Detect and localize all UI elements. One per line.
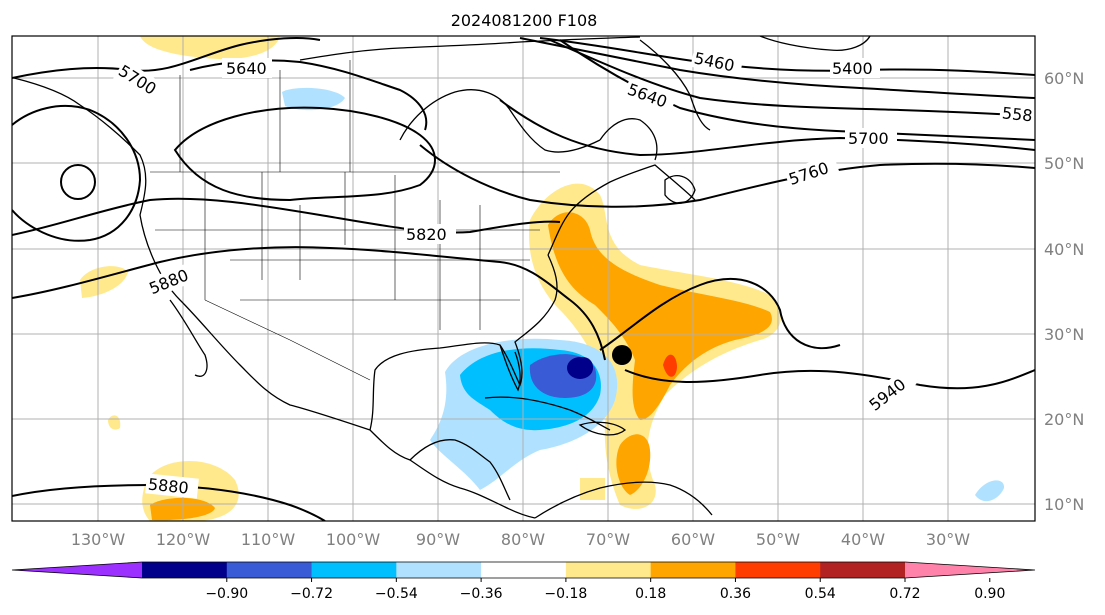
coast-arctic (299, 36, 641, 61)
black-dot-marker (612, 345, 632, 365)
navy-dot-marker (573, 357, 593, 377)
colorbar-tick-label: −0.90 (205, 586, 248, 602)
lon-label: 110°W (241, 530, 296, 549)
lat-label: 40°N (1044, 240, 1084, 259)
lat-label: 30°N (1044, 325, 1084, 344)
coast-baja (169, 299, 208, 377)
contour-5580 (549, 39, 1035, 117)
coast-central-america (409, 439, 511, 501)
colorbar-bin (311, 562, 397, 578)
contour-5400 (539, 37, 1035, 76)
shade-yellow-alaska (140, 36, 280, 60)
coast-gulf (369, 254, 558, 431)
contour-5940 (624, 369, 1035, 390)
lat-label: 20°N (1044, 410, 1084, 429)
coast-labrador (599, 118, 658, 161)
colorbar-bin (396, 562, 482, 578)
colorbar-tick-label: −0.18 (544, 586, 587, 602)
contour-label: 5700 (848, 129, 889, 148)
map-panel: 5640 5700 5460 5640 5400 558 5700 5760 5… (11, 35, 1036, 522)
contour-5880-west (12, 246, 606, 361)
contour-5880-south (12, 483, 326, 521)
colorbar-tick-label: −0.54 (375, 586, 418, 602)
lat-label: 10°N (1044, 495, 1084, 514)
colorbar-bin (226, 562, 313, 578)
colorbar-tick-label: 0.18 (635, 586, 666, 602)
colorbar-tick-label: 0.54 (805, 586, 836, 602)
colorbar-tick-label: −0.72 (290, 586, 333, 602)
longitude-labels: 130°W 120°W 110°W 100°W 90°W 80°W 70°W 6… (71, 530, 970, 549)
colorbar-bin (565, 562, 652, 578)
coast-hudson (399, 89, 601, 153)
coast-florida (499, 344, 521, 392)
lon-label: 120°W (156, 530, 211, 549)
coast-east (547, 164, 696, 256)
gridlines (12, 36, 1035, 521)
shade-orange (548, 212, 772, 420)
contour-5760 (419, 144, 1035, 208)
lon-label: 60°W (671, 530, 715, 549)
lon-label: 50°W (756, 530, 800, 549)
contour-label: 5880 (147, 475, 189, 498)
shade-orange-south (616, 434, 651, 495)
lat-label: 50°N (1044, 154, 1084, 173)
colorbar-bin (481, 562, 567, 578)
contour-5820 (12, 197, 561, 236)
contour-label: 5400 (832, 59, 873, 78)
contour-label: 5640 (226, 59, 267, 78)
contour-label: 5820 (406, 225, 447, 244)
lat-label: 60°N (1044, 69, 1084, 88)
colorbar-extend-low (12, 562, 142, 578)
lon-label: 30°W (926, 530, 970, 549)
lon-label: 40°W (841, 530, 885, 549)
colorbar-tick-label: 0.90 (974, 586, 1005, 602)
contour-5640-east (559, 39, 1035, 141)
lon-label: 130°W (71, 530, 126, 549)
shade-lightblue-canada (282, 87, 345, 111)
lon-label: 100°W (326, 530, 381, 549)
colorbar-tick-label: 0.36 (720, 586, 751, 602)
colorbar-bin (650, 562, 736, 578)
shade-lightblue-atlantic (975, 480, 1005, 502)
figure-title: 2024081200 F108 (451, 11, 598, 30)
colorbar-extend-high (905, 562, 1035, 578)
contour-ring-pacific (12, 104, 142, 242)
height-contours (12, 36, 1035, 521)
contour-5460 (519, 37, 1035, 99)
colorbar-tick-label: 0.72 (889, 586, 920, 602)
colorbar-tick-label: −0.36 (460, 586, 503, 602)
latitude-labels: 60°N 50°N 40°N 30°N 20°N 10°N (1044, 69, 1084, 514)
shade-red (663, 354, 677, 377)
coast-hispaniola (578, 421, 627, 436)
coast-south-america (534, 481, 713, 519)
map-frame (11, 35, 1036, 522)
contour-small-ring (60, 164, 96, 200)
coast-cuba (484, 396, 611, 431)
shade-yellow-caribbean (580, 478, 605, 500)
lon-label: 90°W (416, 530, 460, 549)
contour-5700-west (12, 36, 321, 79)
coast-greenland-east (759, 36, 871, 51)
coast-newfoundland (664, 175, 696, 204)
contour-5700-east (499, 99, 1035, 157)
contour-midwest-ring (173, 106, 436, 202)
colorbar-bin (820, 562, 906, 578)
colorbar-outline (11, 561, 1036, 579)
contour-label: 558 (1001, 103, 1033, 125)
lon-label: 70°W (586, 530, 630, 549)
colorbar-bin (142, 562, 228, 578)
contour-loop-atl (599, 278, 841, 351)
colorbar: −0.90 −0.72 −0.54 −0.36 −0.18 0.18 0.36 0.54 0.7… (11, 561, 1036, 602)
lon-label: 80°W (501, 530, 545, 549)
colorbar-bin (735, 562, 821, 578)
